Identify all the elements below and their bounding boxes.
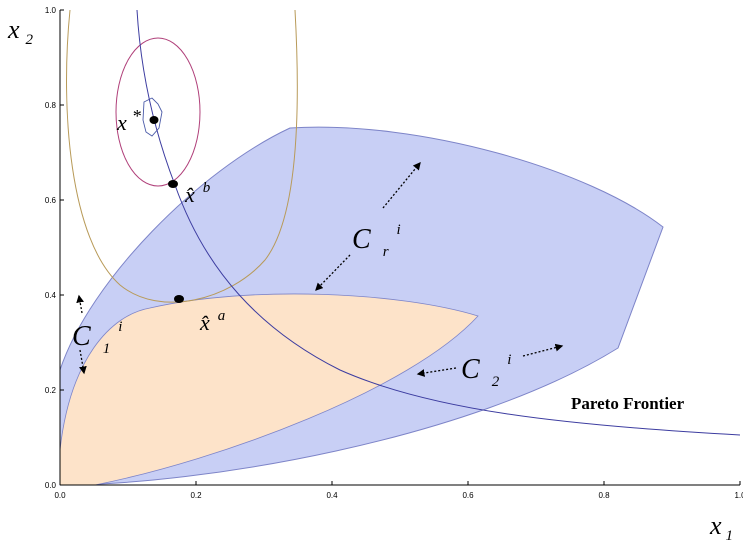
x-tick-label: 0.4 (326, 491, 338, 500)
c-1-label: C 1i (72, 319, 122, 357)
x-tick-label: 0.8 (598, 491, 610, 500)
x-tick-label: 0.6 (462, 491, 474, 500)
x-ticks: 0.0 0.2 0.4 0.6 0.8 1.0 (54, 481, 743, 500)
x-hat-a-point (174, 295, 184, 303)
x-star-point (149, 116, 159, 124)
contour-small (142, 97, 163, 137)
pareto-frontier-label: Pareto Frontier (571, 394, 685, 413)
y-tick-label: 0.6 (45, 196, 57, 205)
x-tick-label: 0.0 (54, 491, 66, 500)
x-star-label: x * (116, 106, 142, 135)
x-hat-a-label: x̂ a (199, 308, 225, 335)
c-r-arrow-up (382, 161, 421, 209)
pareto-curve (136, 9, 741, 436)
contour-mid (115, 37, 201, 187)
c-2-label: C 2i (461, 352, 511, 390)
c-2-arrow-right (522, 343, 564, 357)
c-2-arrow-left (416, 367, 457, 377)
y-ticks: 0.0 0.2 0.4 0.6 0.8 1.0 (45, 6, 64, 490)
inner-region (59, 293, 479, 486)
x-tick-label: 1.0 (734, 491, 743, 500)
c-1-arrow-up (76, 294, 84, 314)
y-tick-label: 0.2 (45, 386, 57, 395)
y-tick-label: 0.0 (45, 481, 57, 490)
y-tick-label: 0.8 (45, 101, 57, 110)
contour-large (66, 9, 298, 303)
x-tick-label: 0.2 (190, 491, 202, 500)
y-tick-label: 1.0 (45, 6, 57, 15)
y-tick-label: 0.4 (45, 291, 57, 300)
x-hat-b-point (168, 180, 178, 188)
x-hat-b-label: x̂ b (184, 180, 211, 207)
c-r-arrow-down (315, 254, 351, 291)
